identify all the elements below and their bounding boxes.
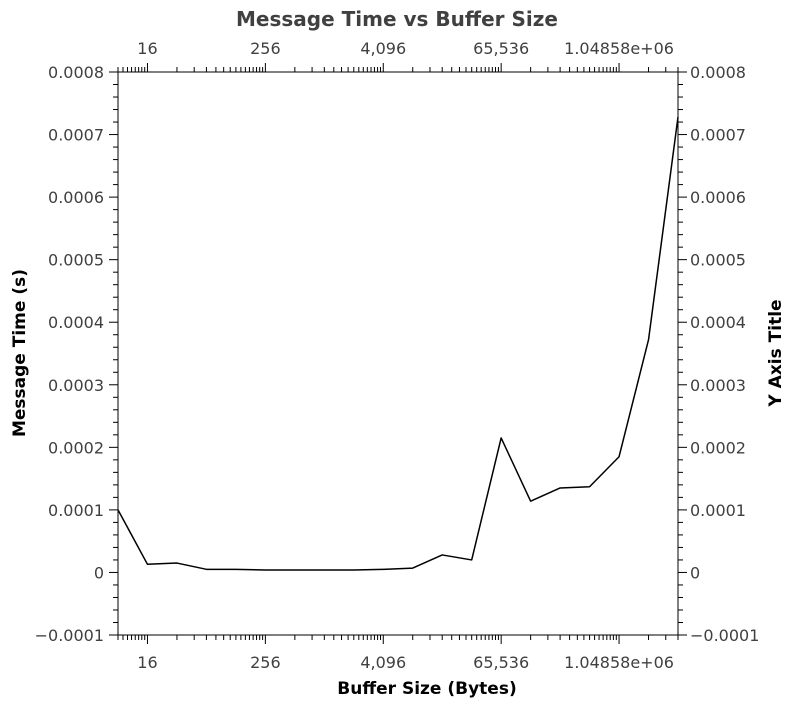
y-right-tick-label: 0.0003 bbox=[690, 376, 746, 395]
y-right-tick-label: 0.0001 bbox=[690, 501, 746, 520]
x-bottom-tick-label: 16 bbox=[137, 653, 157, 672]
x-bottom-tick-label: 4,096 bbox=[360, 653, 406, 672]
y-left-tick-label: 0 bbox=[94, 563, 104, 582]
y-right-tick-label: −0.0001 bbox=[690, 626, 759, 645]
y-right-tick-label: 0.0005 bbox=[690, 251, 746, 270]
x-bottom-tick-label: 1.04858e+06 bbox=[564, 653, 674, 672]
y-left-tick-label: 0.0005 bbox=[48, 251, 104, 270]
chart-title: Message Time vs Buffer Size bbox=[236, 7, 558, 31]
y-left-tick-label: 0.0006 bbox=[48, 188, 104, 207]
y-right-tick-label: 0.0006 bbox=[690, 188, 746, 207]
y-left-tick-label: −0.0001 bbox=[35, 626, 104, 645]
x-top-tick-label: 256 bbox=[250, 39, 281, 58]
y-left-tick-label: 0.0008 bbox=[48, 63, 104, 82]
y-left-tick-label: 0.0002 bbox=[48, 438, 104, 457]
x-top-tick-label: 4,096 bbox=[360, 39, 406, 58]
x-top-tick-label: 65,536 bbox=[473, 39, 529, 58]
x-axis-bottom: 16 256 4,096 65,536 1.04858e+06 bbox=[117, 635, 679, 672]
y-left-tick-label: 0.0001 bbox=[48, 501, 104, 520]
y-right-tick-label: 0.0002 bbox=[690, 438, 746, 457]
y-right-tick-label: 0.0004 bbox=[690, 313, 746, 332]
x-axis-title: Buffer Size (Bytes) bbox=[337, 679, 516, 699]
x-bottom-tick-label: 65,536 bbox=[473, 653, 529, 672]
series-line bbox=[117, 116, 679, 571]
x-top-tick-label: 16 bbox=[137, 39, 157, 58]
y2-axis-title: Y Axis Title bbox=[766, 299, 786, 407]
x-bottom-tick-label: 256 bbox=[250, 653, 281, 672]
y-left-tick-label: 0.0004 bbox=[48, 313, 104, 332]
y-axis-left: −0.0001 0 0.0001 0.0002 0.0003 0.0004 0.0005 0.… bbox=[35, 63, 118, 645]
series-layer bbox=[117, 116, 679, 571]
y-right-tick-label: 0.0007 bbox=[690, 126, 746, 145]
y-left-tick-label: 0.0003 bbox=[48, 376, 104, 395]
y-right-tick-label: 0.0008 bbox=[690, 63, 746, 82]
y-right-tick-label: 0 bbox=[690, 563, 700, 582]
plot-frame bbox=[117, 71, 679, 636]
y-axis-right: −0.0001 0 0.0001 0.0002 0.0003 0.0004 0.0005 0.… bbox=[678, 63, 759, 645]
y-left-tick-label: 0.0007 bbox=[48, 126, 104, 145]
y-axis-title: Message Time (s) bbox=[10, 269, 30, 437]
x-top-tick-label: 1.04858e+06 bbox=[564, 39, 674, 58]
x-axis-top: 16 256 4,096 65,536 1.04858e+06 bbox=[117, 39, 679, 72]
